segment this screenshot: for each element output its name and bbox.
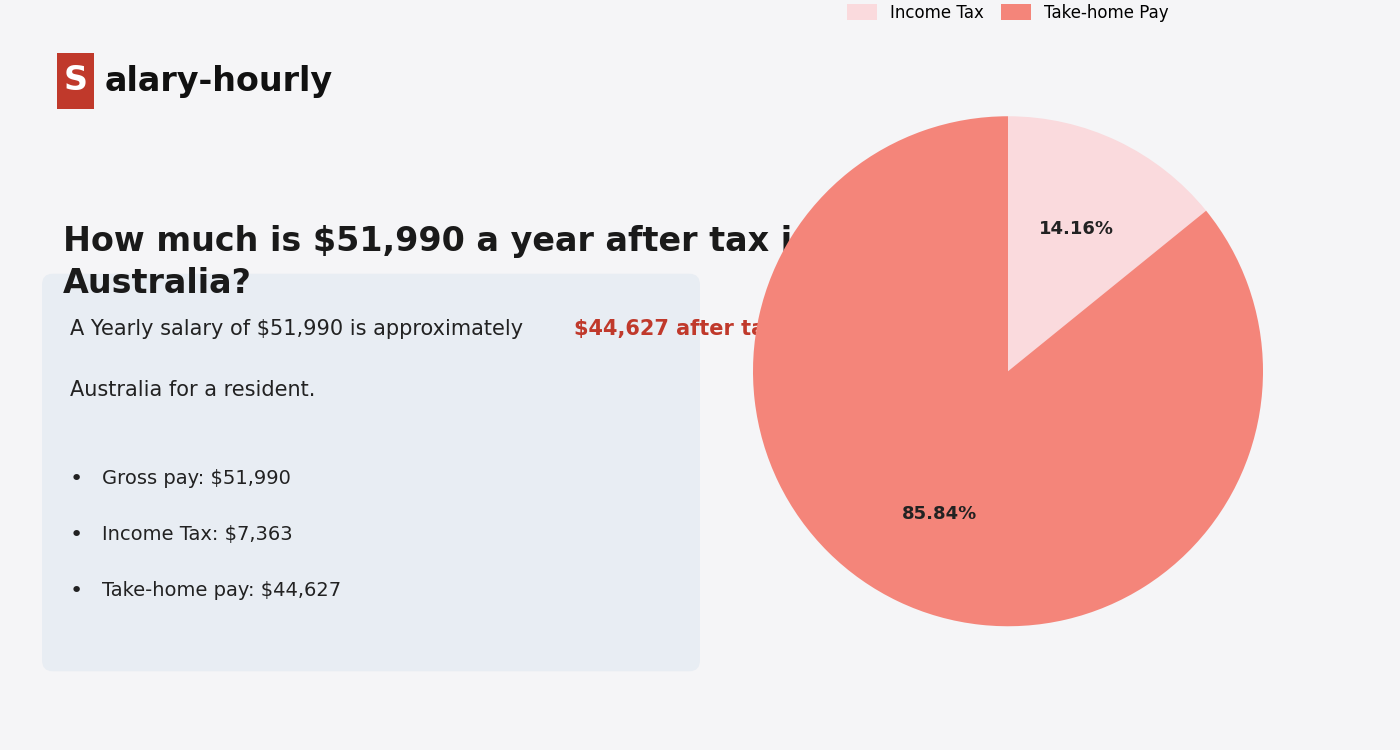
- Text: How much is $51,990 a year after tax in
Australia?: How much is $51,990 a year after tax in …: [63, 225, 816, 300]
- Text: •: •: [70, 525, 83, 545]
- Text: •: •: [70, 581, 83, 602]
- Text: •: •: [70, 469, 83, 489]
- FancyBboxPatch shape: [42, 274, 700, 671]
- Text: Take-home pay: $44,627: Take-home pay: $44,627: [101, 581, 340, 600]
- Text: S: S: [63, 64, 88, 98]
- Text: $44,627 after tax: $44,627 after tax: [574, 319, 778, 339]
- Text: Gross pay: $51,990: Gross pay: $51,990: [101, 469, 290, 488]
- Text: in: in: [778, 319, 805, 339]
- Text: alary-hourly: alary-hourly: [105, 64, 333, 98]
- Text: 85.84%: 85.84%: [903, 505, 977, 523]
- Text: Income Tax: $7,363: Income Tax: $7,363: [101, 525, 293, 544]
- FancyBboxPatch shape: [57, 53, 94, 109]
- Text: 14.16%: 14.16%: [1039, 220, 1113, 238]
- Legend: Income Tax, Take-home Pay: Income Tax, Take-home Pay: [840, 0, 1176, 28]
- Text: Australia for a resident.: Australia for a resident.: [70, 380, 315, 400]
- Wedge shape: [1008, 116, 1207, 371]
- Text: A Yearly salary of $51,990 is approximately: A Yearly salary of $51,990 is approximat…: [70, 319, 529, 339]
- Wedge shape: [753, 116, 1263, 626]
